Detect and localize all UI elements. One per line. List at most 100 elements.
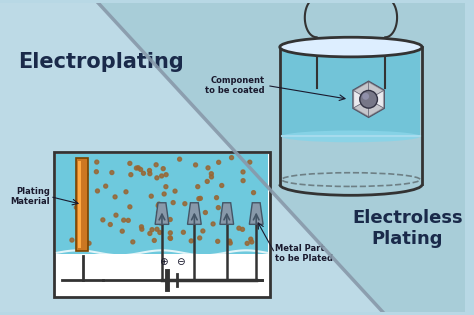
- Bar: [56, 154, 268, 254]
- Circle shape: [245, 241, 249, 245]
- Circle shape: [155, 176, 159, 180]
- Circle shape: [203, 210, 207, 215]
- Polygon shape: [353, 82, 369, 99]
- Circle shape: [95, 189, 100, 193]
- Circle shape: [74, 205, 78, 209]
- Circle shape: [171, 201, 175, 204]
- Circle shape: [135, 166, 138, 170]
- Circle shape: [206, 166, 210, 170]
- Polygon shape: [369, 99, 384, 117]
- Bar: [282, 47, 420, 136]
- Circle shape: [104, 184, 108, 188]
- Circle shape: [216, 206, 220, 209]
- Circle shape: [241, 179, 245, 183]
- Circle shape: [149, 194, 153, 198]
- Circle shape: [148, 172, 152, 176]
- Circle shape: [211, 222, 215, 226]
- Circle shape: [228, 241, 232, 245]
- Circle shape: [155, 227, 159, 231]
- Text: Component
to be coated: Component to be coated: [205, 76, 265, 95]
- Circle shape: [220, 184, 224, 187]
- Circle shape: [249, 237, 253, 241]
- Ellipse shape: [282, 130, 420, 142]
- Polygon shape: [353, 82, 384, 117]
- Circle shape: [229, 156, 234, 160]
- Circle shape: [250, 240, 254, 244]
- Text: ⊖: ⊖: [176, 257, 185, 267]
- Circle shape: [237, 226, 241, 230]
- Circle shape: [360, 90, 377, 108]
- Circle shape: [164, 173, 168, 177]
- Circle shape: [83, 180, 87, 184]
- Circle shape: [217, 160, 220, 164]
- Circle shape: [168, 218, 172, 221]
- Circle shape: [210, 172, 213, 176]
- Circle shape: [129, 173, 133, 177]
- Circle shape: [182, 230, 185, 234]
- Circle shape: [70, 238, 74, 242]
- Circle shape: [126, 218, 130, 222]
- Circle shape: [156, 203, 160, 208]
- Circle shape: [196, 185, 200, 189]
- Circle shape: [122, 218, 126, 222]
- Circle shape: [82, 205, 86, 209]
- Circle shape: [216, 239, 219, 243]
- Circle shape: [160, 174, 164, 178]
- Circle shape: [139, 225, 144, 229]
- Circle shape: [152, 238, 156, 243]
- Polygon shape: [220, 203, 234, 224]
- Circle shape: [205, 180, 209, 183]
- Circle shape: [201, 229, 205, 233]
- Bar: [54, 152, 270, 297]
- Text: Electroless
Plating: Electroless Plating: [352, 209, 463, 248]
- Circle shape: [248, 160, 252, 164]
- Circle shape: [362, 93, 369, 100]
- Polygon shape: [369, 90, 384, 108]
- Circle shape: [254, 218, 258, 222]
- Polygon shape: [353, 90, 369, 108]
- Circle shape: [178, 157, 182, 161]
- Circle shape: [94, 170, 98, 174]
- Circle shape: [161, 167, 165, 171]
- Circle shape: [120, 229, 124, 233]
- Circle shape: [193, 163, 198, 167]
- Circle shape: [139, 168, 143, 171]
- Circle shape: [215, 196, 219, 200]
- Circle shape: [142, 171, 146, 175]
- Polygon shape: [249, 203, 263, 224]
- Circle shape: [158, 231, 162, 234]
- Ellipse shape: [280, 37, 422, 57]
- Circle shape: [168, 236, 172, 240]
- Circle shape: [124, 190, 128, 194]
- Bar: [75, 158, 88, 251]
- Text: Plating
Material: Plating Material: [10, 187, 50, 206]
- Text: Electroplating: Electroplating: [18, 52, 183, 72]
- Circle shape: [136, 166, 140, 170]
- Circle shape: [95, 160, 99, 164]
- Polygon shape: [155, 203, 169, 224]
- Circle shape: [168, 231, 172, 235]
- Circle shape: [210, 175, 213, 179]
- Circle shape: [154, 163, 158, 167]
- Circle shape: [183, 202, 187, 206]
- Circle shape: [228, 239, 232, 243]
- Text: Metal Part
to be Plated: Metal Part to be Plated: [275, 243, 333, 263]
- Circle shape: [110, 171, 114, 175]
- Circle shape: [140, 227, 144, 231]
- Circle shape: [156, 211, 160, 215]
- Polygon shape: [0, 3, 383, 312]
- Circle shape: [108, 222, 112, 226]
- Circle shape: [150, 228, 154, 232]
- Bar: [78, 161, 82, 248]
- Circle shape: [197, 197, 201, 201]
- Circle shape: [157, 202, 161, 206]
- Circle shape: [147, 169, 152, 172]
- Circle shape: [241, 170, 245, 174]
- Circle shape: [173, 189, 177, 193]
- Polygon shape: [98, 3, 465, 312]
- Circle shape: [164, 185, 168, 189]
- Circle shape: [148, 232, 152, 235]
- Polygon shape: [353, 99, 369, 117]
- Circle shape: [113, 195, 117, 199]
- Circle shape: [221, 211, 225, 215]
